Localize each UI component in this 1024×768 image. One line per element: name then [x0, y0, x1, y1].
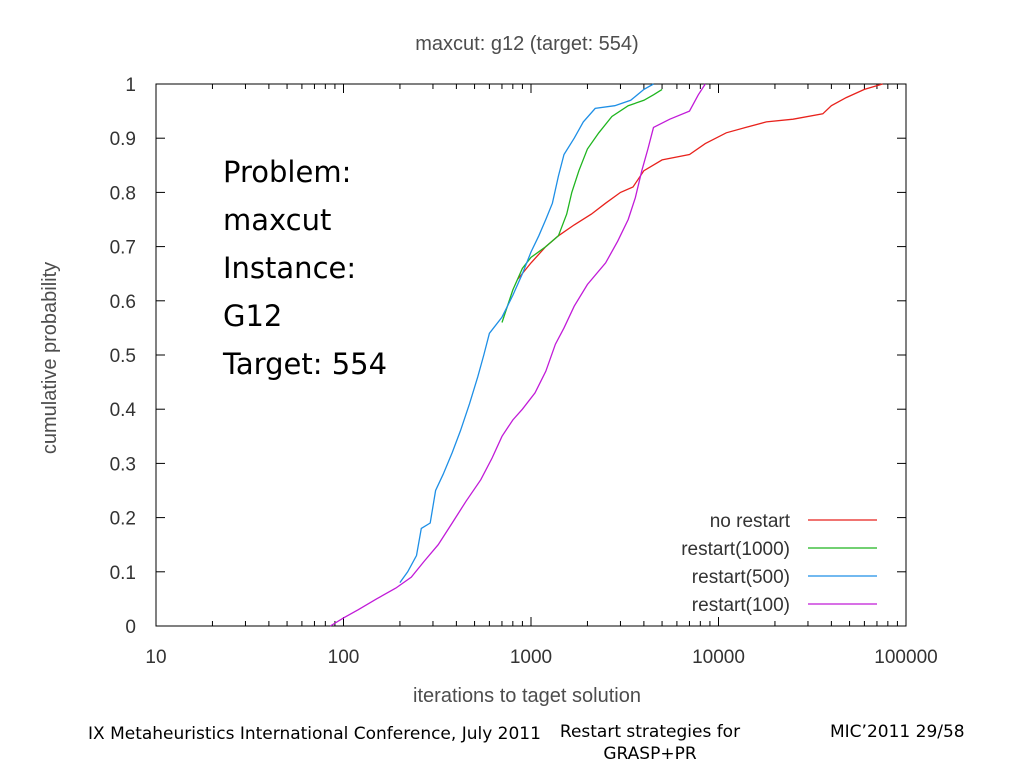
series-line-restart-500 — [399, 83, 654, 583]
y-axis-label: cumulative probability — [39, 262, 61, 454]
y-tick-label: 1 — [125, 75, 136, 96]
y-tick-label: 0 — [125, 617, 136, 638]
series-lines — [329, 83, 883, 627]
y-tick-label: 0.4 — [110, 400, 137, 421]
annotation-box: Problem: maxcut Instance: G12 Target: 55… — [223, 148, 387, 388]
annotation-line: maxcut — [223, 203, 332, 237]
y-tick-label: 0.9 — [110, 129, 136, 150]
series-line-no-restart — [517, 83, 883, 280]
x-tick-label: 100000 — [874, 647, 937, 668]
footer-slide-title-line1: Restart strategies for — [559, 722, 741, 742]
x-tick-label: 10000 — [692, 647, 745, 668]
y-tick-label: 0.2 — [110, 509, 136, 530]
legend-label: restart(500) — [692, 567, 790, 588]
x-tick-label: 1000 — [510, 647, 552, 668]
series-line-restart-100 — [329, 83, 706, 627]
y-tick-label: 0.7 — [110, 238, 136, 259]
legend: no restart restart(1000) restart(500) resta… — [681, 511, 877, 616]
annotation-line: Target: 554 — [223, 347, 388, 381]
annotation-line: Problem: — [223, 155, 352, 189]
footer-page-number: MIC’2011 29/58 — [830, 722, 965, 742]
y-tick-label: 0.8 — [110, 183, 136, 204]
x-tick-label: 100 — [328, 647, 360, 668]
footer-slide-title: Restart strategies for GRASP+PR — [520, 721, 780, 765]
legend-label: restart(100) — [692, 595, 790, 616]
annotation-line: G12 — [223, 299, 283, 333]
x-axis-label: iterations to taget solution — [413, 685, 641, 707]
legend-label: restart(1000) — [681, 539, 790, 560]
y-tick-label: 0.6 — [110, 292, 136, 313]
legend-label: no restart — [710, 511, 791, 532]
y-tick-label: 0.5 — [110, 346, 136, 367]
axis-ticks: 10 100 1000 10000 100000 0 0.1 0.2 0.3 0.4 0.5 0.6 0… — [110, 75, 938, 668]
chart-title: maxcut: g12 (target: 554) — [415, 33, 638, 55]
y-tick-label: 0.1 — [110, 563, 136, 584]
footer-conference: IX Metaheuristics International Conferen… — [88, 724, 541, 744]
y-tick-label: 0.3 — [110, 454, 136, 475]
annotation-line: Instance: — [223, 251, 357, 285]
footer-slide-title-line2: GRASP+PR — [603, 744, 697, 764]
x-tick-label: 10 — [145, 647, 166, 668]
